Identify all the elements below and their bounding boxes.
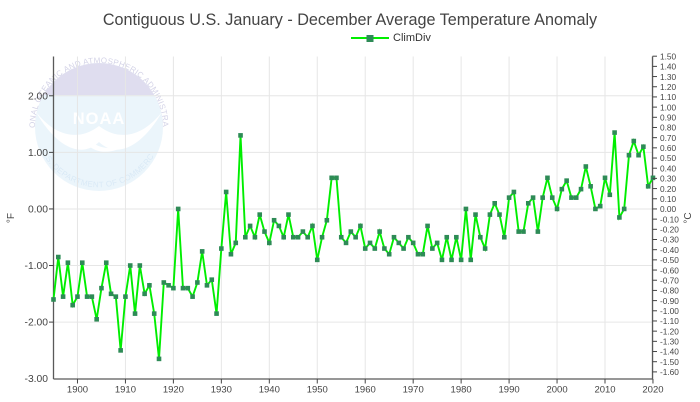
svg-text:0.90: 0.90 (660, 112, 677, 122)
svg-text:1920: 1920 (163, 385, 184, 396)
svg-text:-0.10: -0.10 (660, 214, 679, 224)
svg-text:°F: °F (6, 213, 17, 223)
svg-text:1.10: 1.10 (660, 92, 677, 102)
svg-text:ClimDiv: ClimDiv (393, 32, 431, 44)
svg-text:-0.20: -0.20 (660, 225, 679, 235)
svg-text:2020: 2020 (642, 385, 663, 396)
svg-text:-1.30: -1.30 (660, 337, 679, 347)
svg-text:0.20: 0.20 (660, 184, 677, 194)
svg-text:1.30: 1.30 (660, 72, 677, 82)
svg-text:NOAA: NOAA (73, 110, 126, 128)
svg-text:-1.50: -1.50 (660, 357, 679, 367)
svg-text:-1.00: -1.00 (25, 261, 49, 272)
svg-text:1.20: 1.20 (660, 82, 677, 92)
svg-text:2.00: 2.00 (28, 91, 48, 102)
svg-text:0.00: 0.00 (660, 204, 677, 214)
svg-text:0.70: 0.70 (660, 133, 677, 143)
svg-text:0.30: 0.30 (660, 174, 677, 184)
svg-text:1990: 1990 (499, 385, 520, 396)
svg-text:1980: 1980 (451, 385, 472, 396)
svg-text:0.00: 0.00 (28, 204, 48, 215)
svg-text:-0.30: -0.30 (660, 235, 679, 245)
svg-text:-0.80: -0.80 (660, 286, 679, 296)
svg-text:-1.60: -1.60 (660, 367, 679, 377)
svg-text:-1.20: -1.20 (660, 326, 679, 336)
svg-text:1900: 1900 (67, 385, 88, 396)
svg-text:1950: 1950 (307, 385, 328, 396)
svg-text:0.60: 0.60 (660, 143, 677, 153)
svg-text:2010: 2010 (594, 385, 615, 396)
svg-text:1.00: 1.00 (28, 148, 48, 159)
svg-text:0.50: 0.50 (660, 153, 677, 163)
svg-text:1910: 1910 (115, 385, 136, 396)
svg-text:0.80: 0.80 (660, 123, 677, 133)
svg-text:1940: 1940 (259, 385, 280, 396)
svg-text:0.10: 0.10 (660, 194, 677, 204)
svg-text:1.00: 1.00 (660, 102, 677, 112)
svg-text:0.40: 0.40 (660, 163, 677, 173)
svg-text:1960: 1960 (355, 385, 376, 396)
svg-text:-0.60: -0.60 (660, 265, 679, 275)
svg-text:1970: 1970 (403, 385, 424, 396)
svg-text:-1.40: -1.40 (660, 347, 679, 357)
svg-text:2000: 2000 (546, 385, 567, 396)
svg-text:-0.50: -0.50 (660, 255, 679, 265)
svg-text:-0.70: -0.70 (660, 275, 679, 285)
svg-text:-0.90: -0.90 (660, 296, 679, 306)
svg-text:-1.00: -1.00 (660, 306, 679, 316)
svg-text:-0.40: -0.40 (660, 245, 679, 255)
svg-text:-3.00: -3.00 (25, 374, 49, 385)
svg-text:-1.10: -1.10 (660, 316, 679, 326)
svg-text:1.40: 1.40 (660, 62, 677, 72)
svg-text:1.50: 1.50 (660, 51, 677, 61)
svg-text:°C: °C (683, 212, 694, 223)
svg-text:-2.00: -2.00 (25, 318, 49, 329)
svg-text:1930: 1930 (211, 385, 232, 396)
